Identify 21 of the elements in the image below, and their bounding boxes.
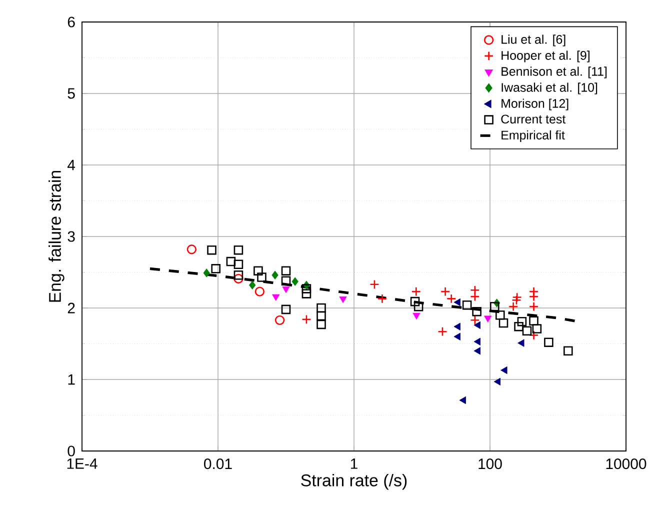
y-tick-label: 6 bbox=[68, 16, 75, 28]
legend-label: Hooper et al. [9] bbox=[502, 50, 590, 62]
legend-label: Bennison et al. [11] bbox=[502, 66, 607, 78]
x-tick-label: 10000 bbox=[606, 458, 646, 470]
x-tick-label: 100 bbox=[478, 458, 502, 470]
y-tick-label: 1 bbox=[68, 374, 75, 385]
legend-label: Iwasaki et al. [10] bbox=[502, 82, 598, 94]
legend-label: Liu et al. [6] bbox=[502, 34, 566, 46]
y-tick-label: 4 bbox=[68, 160, 76, 170]
y-tick-label: 0 bbox=[68, 446, 75, 456]
x-tick-label: 1E-4 bbox=[67, 458, 98, 469]
x-tick-label: 0.01 bbox=[204, 458, 232, 470]
legend-label: Empirical fit bbox=[502, 130, 565, 142]
y-tick-label: 2 bbox=[68, 302, 75, 314]
y-tick-label: 3 bbox=[68, 231, 75, 242]
y-axis-title: Eng. failure strain bbox=[48, 170, 64, 302]
x-tick-label: 1 bbox=[350, 458, 358, 469]
legend-label: Current test bbox=[501, 114, 566, 124]
x-axis-title: Strain rate (/s) bbox=[301, 474, 407, 490]
y-tick-label: 5 bbox=[68, 88, 75, 99]
legend-label: Morison [12] bbox=[502, 98, 568, 110]
